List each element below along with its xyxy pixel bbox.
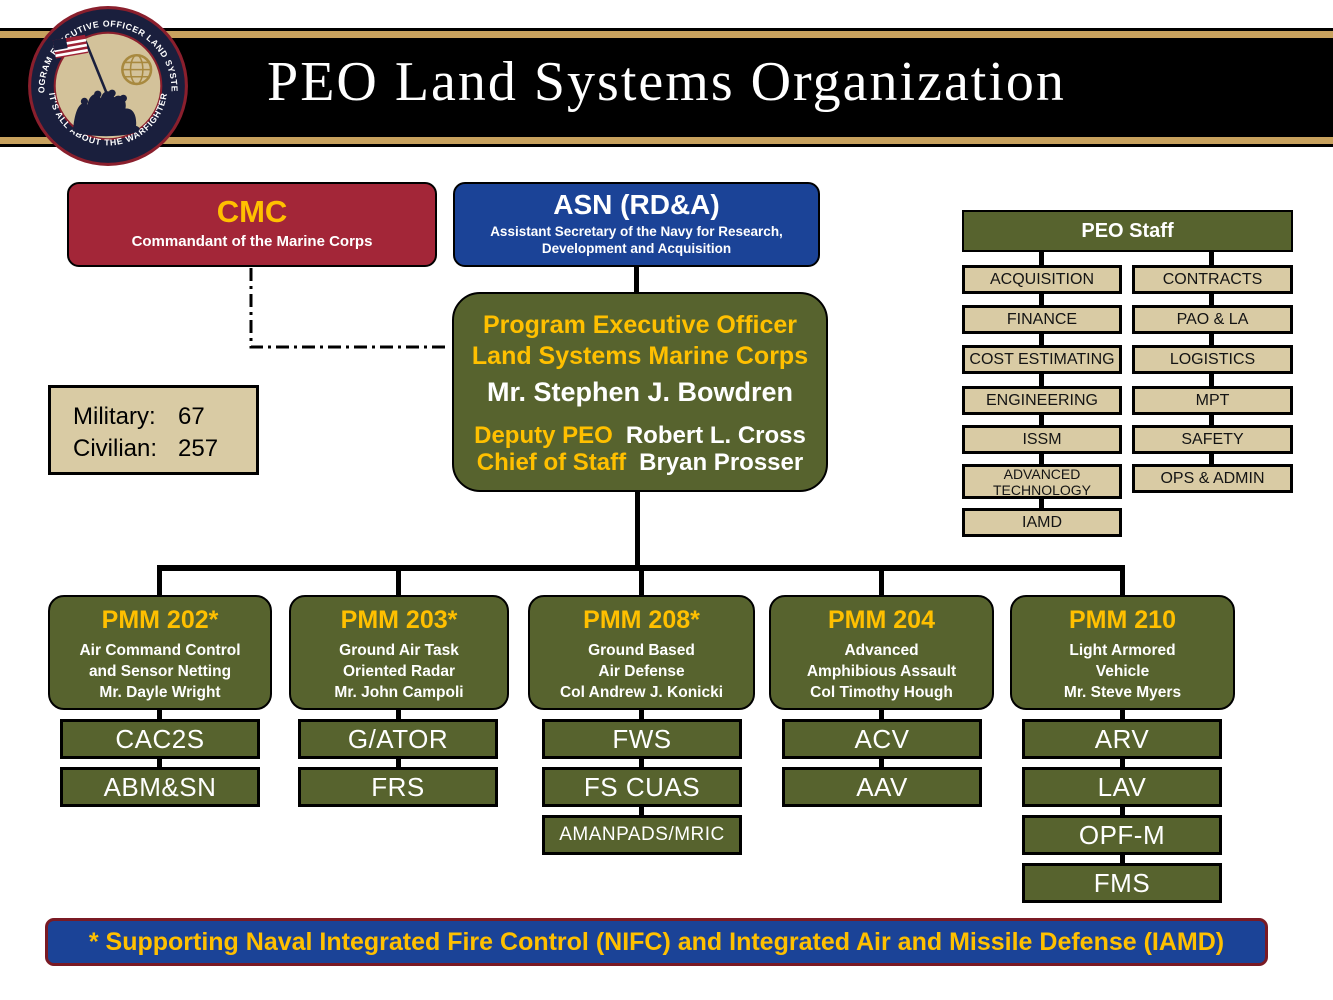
program-fms: FMS bbox=[1022, 863, 1222, 903]
military-count-row: Military: 67 bbox=[73, 403, 205, 430]
chief-of-staff-row: Chief of Staff Bryan Prosser bbox=[476, 449, 804, 476]
asn-full-title: Assistant Secretary of the Navy for Rese… bbox=[490, 224, 783, 256]
pmm-208-box: PMM 208* Ground Based Air Defense Col An… bbox=[528, 595, 755, 710]
peo-staff-header: PEO Staff bbox=[962, 210, 1293, 252]
staff-item-contracts: CONTRACTS bbox=[1132, 265, 1293, 294]
staff-item-iamd: IAMD bbox=[962, 508, 1122, 537]
staff-item-acquisition: ACQUISITION bbox=[962, 265, 1122, 294]
cmc-box: CMC Commandant of the Marine Corps bbox=[67, 182, 437, 267]
peo-name: Mr. Stephen J. Bowdren bbox=[486, 377, 794, 407]
peo-title-line2: Land Systems Marine Corps bbox=[471, 342, 809, 370]
civilian-count-row: Civilian: 257 bbox=[73, 435, 219, 462]
staff-item-safety: SAFETY bbox=[1132, 425, 1293, 454]
program-aav: AAV bbox=[782, 767, 982, 807]
banner-gold-stripe-bottom bbox=[0, 137, 1333, 144]
cmc-full-title: Commandant of the Marine Corps bbox=[131, 233, 373, 250]
pmm-202-box: PMM 202* Air Command Control and Sensor … bbox=[48, 595, 272, 710]
program-arv: ARV bbox=[1022, 719, 1222, 759]
flag-raising-icon bbox=[52, 34, 153, 137]
connector-asn-to-peo bbox=[634, 266, 639, 293]
pmm-210-box: PMM 210 Light Armored Vehicle Mr. Steve … bbox=[1010, 595, 1235, 710]
peo-land-systems-seal-logo: PROGRAM EXECUTIVE OFFICER LAND SYSTEMS I… bbox=[26, 4, 188, 166]
program-fws: FWS bbox=[542, 719, 742, 759]
page-title: PEO Land Systems Organization bbox=[267, 51, 1066, 113]
program-amanpads-mric: AMANPADS/MRIC bbox=[542, 815, 742, 855]
cmc-abbr: CMC bbox=[216, 194, 288, 229]
peo-title-line1: Program Executive Officer bbox=[482, 311, 797, 339]
connector-drop-pmm210 bbox=[1120, 565, 1125, 596]
title-banner bbox=[0, 28, 1333, 147]
staff-item-ops-admin: OPS & ADMIN bbox=[1132, 464, 1293, 493]
program-frs: FRS bbox=[298, 767, 498, 807]
staff-item-issm: ISSM bbox=[962, 425, 1122, 454]
staff-item-logistics: LOGISTICS bbox=[1132, 345, 1293, 374]
connector-drop-pmm204 bbox=[879, 565, 884, 596]
program-opf-m: OPF-M bbox=[1022, 815, 1222, 855]
footnote-banner: * Supporting Naval Integrated Fire Contr… bbox=[45, 918, 1268, 966]
program-abmsn: ABM&SN bbox=[60, 767, 260, 807]
staff-item-advanced-technology: ADVANCED TECHNOLOGY bbox=[962, 464, 1122, 499]
staff-item-finance: FINANCE bbox=[962, 305, 1122, 334]
personnel-stats-box: Military: 67 Civilian: 257 bbox=[48, 385, 259, 475]
program-fs-cuas: FS CUAS bbox=[542, 767, 742, 807]
pmm-204-box: PMM 204 Advanced Amphibious Assault Col … bbox=[769, 595, 994, 710]
staff-item-cost-estimating: COST ESTIMATING bbox=[962, 345, 1122, 374]
asn-rda-box: ASN (RD&A) Assistant Secretary of the Na… bbox=[453, 182, 820, 267]
program-cac2s: CAC2S bbox=[60, 719, 260, 759]
deputy-peo-row: Deputy PEO Robert L. Cross bbox=[474, 422, 806, 449]
program-gator: G/ATOR bbox=[298, 719, 498, 759]
connector-drop-pmm208 bbox=[639, 565, 644, 596]
connector-drop-pmm203 bbox=[396, 565, 401, 596]
staff-item-engineering: ENGINEERING bbox=[962, 386, 1122, 415]
program-acv: ACV bbox=[782, 719, 982, 759]
program-lav: LAV bbox=[1022, 767, 1222, 807]
staff-item-mpt: MPT bbox=[1132, 386, 1293, 415]
pmm-203-box: PMM 203* Ground Air Task Oriented Radar … bbox=[289, 595, 509, 710]
banner-gold-stripe-top bbox=[0, 31, 1333, 38]
asn-abbr: ASN (RD&A) bbox=[553, 189, 720, 220]
peo-box: Program Executive Officer Land Systems M… bbox=[452, 292, 828, 492]
staff-item-pao-la: PAO & LA bbox=[1132, 305, 1293, 334]
connector-peo-stem bbox=[635, 491, 640, 566]
connector-drop-pmm202 bbox=[157, 565, 162, 596]
